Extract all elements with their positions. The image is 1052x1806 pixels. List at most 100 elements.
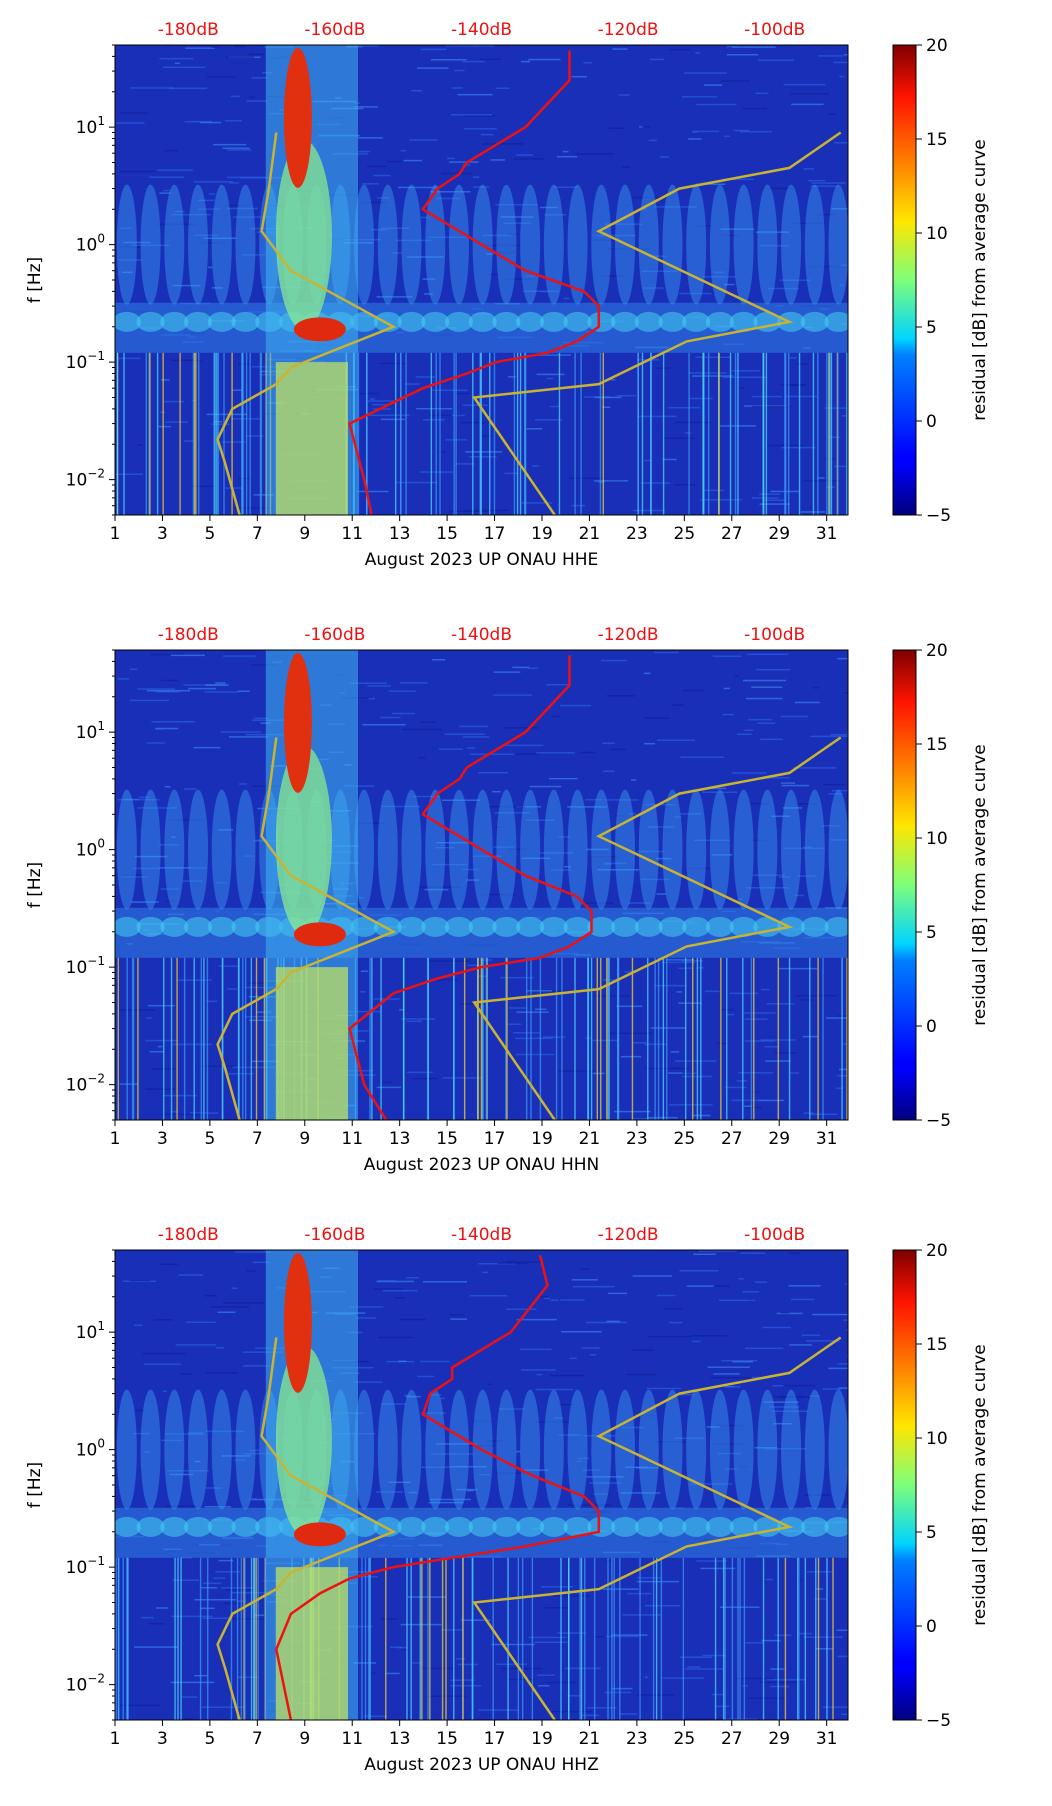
- noise-streak: [508, 376, 516, 378]
- microseism-blob: [539, 1516, 568, 1537]
- noise-streak: [803, 168, 815, 170]
- transient-spike: [631, 957, 634, 1120]
- transient-spike: [657, 957, 660, 1120]
- transient-spike: [255, 1557, 257, 1720]
- noise-streak: [825, 1017, 848, 1019]
- noise-streak: [404, 1394, 411, 1397]
- transient-spike: [841, 957, 843, 1120]
- noise-streak: [712, 854, 733, 856]
- noise-streak: [571, 75, 587, 78]
- daily-cycle-blob: [235, 789, 256, 910]
- x-tick-label: 31: [816, 1729, 838, 1749]
- noise-streak: [790, 1298, 815, 1301]
- noise-streak: [770, 1685, 790, 1688]
- noise-streak: [847, 1355, 848, 1357]
- noise-streak: [794, 803, 817, 805]
- noise-streak: [253, 494, 275, 496]
- noise-streak: [436, 841, 473, 844]
- noise-streak: [499, 1408, 525, 1410]
- noise-streak: [695, 356, 731, 359]
- noise-streak: [788, 1312, 795, 1314]
- noise-streak: [432, 389, 468, 392]
- daily-cycle-blob: [781, 789, 802, 910]
- noise-streak: [472, 855, 502, 857]
- transient-spike: [439, 352, 441, 515]
- noise-streak: [569, 1357, 577, 1360]
- noise-streak: [644, 459, 651, 462]
- transient-spike: [596, 957, 598, 1120]
- noise-streak: [243, 855, 254, 857]
- noise-streak: [379, 362, 406, 365]
- noise-streak: [227, 176, 266, 179]
- x-tick-label: 11: [341, 1729, 363, 1749]
- y-axis-title: f [Hz]: [25, 1462, 45, 1508]
- transient-spike: [203, 957, 205, 1120]
- noise-streak: [632, 196, 670, 199]
- noise-streak: [841, 415, 848, 417]
- noise-streak: [785, 395, 818, 398]
- noise-streak: [726, 53, 759, 56]
- transient-spike: [257, 1557, 259, 1720]
- noise-streak: [834, 141, 848, 144]
- noise-streak: [568, 477, 605, 480]
- transient-spike: [812, 352, 815, 515]
- x-axis-title: August 2023 UP ONAU HHN: [364, 1155, 600, 1175]
- noise-streak: [654, 1441, 686, 1443]
- noise-streak: [766, 1003, 795, 1005]
- noise-streak: [632, 1275, 672, 1277]
- microseism-blob: [136, 1516, 165, 1537]
- noise-streak: [616, 1005, 643, 1008]
- noise-streak: [750, 802, 770, 805]
- daily-cycle-blob: [401, 1389, 422, 1510]
- noise-streak: [515, 1450, 521, 1453]
- daily-cycle-blob: [733, 184, 754, 305]
- noise-streak: [490, 159, 505, 161]
- noise-streak: [211, 287, 224, 289]
- transient-spike: [485, 957, 488, 1120]
- noise-streak: [245, 733, 285, 736]
- noise-streak: [441, 1629, 464, 1631]
- transient-spike: [525, 957, 528, 1120]
- noise-streak: [845, 1469, 848, 1471]
- noise-streak: [841, 1713, 848, 1715]
- noise-streak: [714, 1705, 730, 1708]
- noise-streak: [515, 1053, 555, 1056]
- noise-streak: [496, 1663, 527, 1666]
- transient-spike: [753, 957, 755, 1120]
- daily-cycle-blob: [211, 789, 232, 910]
- heatmap-area: [115, 45, 848, 515]
- noise-streak: [649, 255, 666, 257]
- noise-model-nlnm: [216, 737, 397, 1120]
- noise-streak: [602, 742, 615, 745]
- transient-spike: [237, 957, 240, 1120]
- noise-streak: [632, 1349, 655, 1351]
- noise-streak: [398, 186, 439, 189]
- transient-spike: [230, 1557, 233, 1720]
- noise-streak: [759, 503, 790, 505]
- noise-streak: [545, 1607, 569, 1609]
- transient-spike: [832, 1557, 834, 1720]
- noise-streak: [644, 1043, 668, 1046]
- noise-streak: [643, 717, 670, 719]
- noise-streak: [382, 1081, 393, 1084]
- noise-streak: [185, 47, 215, 49]
- colorbar: [892, 649, 917, 1121]
- transient-spike: [530, 957, 532, 1120]
- daily-cycle-blob: [591, 184, 612, 305]
- transient-spike: [599, 352, 602, 515]
- noise-streak: [580, 1268, 590, 1270]
- noise-streak: [451, 414, 465, 417]
- noise-streak: [731, 772, 767, 774]
- microseism-blob: [207, 916, 236, 937]
- colorbar-tick-label: 0: [926, 412, 937, 432]
- noise-streak: [494, 812, 530, 814]
- daily-cycle-blob: [638, 789, 659, 910]
- transient-spike: [192, 352, 195, 515]
- transient-spike: [539, 957, 542, 1120]
- microseism-blob: [516, 1516, 545, 1537]
- noise-streak: [796, 363, 808, 365]
- top-db-label: -120dB: [598, 20, 659, 40]
- colorbar-tick-label: 5: [926, 1523, 937, 1543]
- microseism-blob: [658, 311, 687, 332]
